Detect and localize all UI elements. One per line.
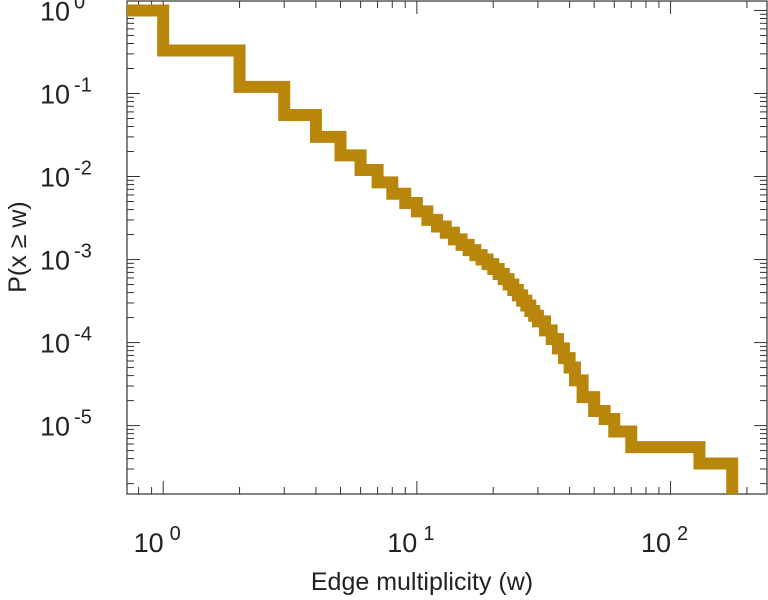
series-data-point: [631, 447, 632, 448]
y-tick-label: 10 -2: [40, 158, 92, 193]
y-tick-label: 10 -5: [40, 407, 92, 442]
series-data-point: [545, 330, 546, 331]
y-tick-base: 10: [40, 412, 70, 442]
series-data-point: [582, 397, 583, 398]
series-data-point: [405, 202, 406, 203]
plot-frame: [126, 0, 768, 495]
x-tick-label: 10 1: [387, 523, 434, 558]
y-tick-base: 10: [40, 0, 70, 26]
series-layer: [127, 4, 739, 494]
series-data-point: [481, 259, 482, 260]
series-data-point: [604, 419, 605, 420]
series-data-point: [475, 255, 476, 256]
x-tick-exponent: 0: [170, 523, 181, 545]
y-tick-exponent: -4: [74, 324, 92, 346]
y-tick-label: 10 0: [40, 0, 85, 26]
x-tick-base: 10: [387, 528, 417, 558]
series-data-point: [537, 321, 538, 322]
y-tick-exponent: -5: [74, 407, 92, 429]
series-data-point: [493, 268, 494, 269]
series-data-point: [163, 50, 164, 51]
series-data-point: [377, 182, 378, 183]
series-data-point: [487, 264, 488, 265]
x-tick-base: 10: [134, 528, 164, 558]
series-data-point: [436, 226, 437, 227]
series-data-point: [284, 115, 285, 116]
y-axis-label: P(x ≥ w): [4, 201, 32, 293]
y-tick-base: 10: [40, 79, 70, 109]
y-tick-base: 10: [40, 329, 70, 359]
x-tick-base: 10: [641, 528, 671, 558]
series-data-point: [614, 431, 615, 432]
series-data-point: [360, 169, 361, 170]
x-axis-label: Edge multiplicity (w): [311, 568, 533, 596]
series-data-point: [392, 193, 393, 194]
series-data-point: [416, 211, 417, 212]
series-step-line: [127, 4, 739, 494]
series-data-point: [503, 279, 504, 280]
tick-marks: [127, 1, 767, 494]
y-tick-exponent: 0: [74, 0, 85, 13]
series-data-point: [526, 305, 527, 306]
y-tick-label: 10 -3: [40, 241, 92, 276]
series-data-point: [340, 155, 341, 156]
series-data-point: [513, 289, 514, 290]
series-data-point: [453, 239, 454, 240]
y-tick-exponent: -3: [74, 241, 92, 263]
x-tick-label: 10 0: [134, 523, 181, 558]
x-tick-exponent: 1: [423, 523, 434, 545]
tick-labels: 10 0 10 1 10 210 010 -110 -210 -310 -410 -5: [40, 0, 688, 558]
y-tick-label: 10 -1: [40, 74, 92, 109]
series-data-point: [534, 315, 535, 316]
x-tick-label: 10 2: [641, 523, 688, 558]
y-tick-base: 10: [40, 246, 70, 276]
series-data-point: [498, 273, 499, 274]
series-data-point: [461, 244, 462, 245]
series-data-point: [563, 358, 564, 359]
series-data-point: [594, 410, 595, 411]
series-data-point: [517, 295, 518, 296]
series-data-point: [574, 380, 575, 381]
series-data-point: [732, 487, 733, 488]
series-data-point: [557, 348, 558, 349]
series-data-point: [508, 284, 509, 285]
y-tick-exponent: -2: [74, 158, 92, 180]
x-tick-exponent: 2: [677, 523, 688, 545]
series-data-point: [427, 219, 428, 220]
series-data-point: [315, 136, 316, 137]
series-data-point: [239, 86, 240, 87]
series-data-point: [522, 300, 523, 301]
y-tick-label: 10 -4: [40, 324, 92, 359]
series-data-point: [468, 250, 469, 251]
series-data-point: [699, 463, 700, 464]
y-tick-base: 10: [40, 163, 70, 193]
series-data-point: [569, 367, 570, 368]
series-data-point: [551, 339, 552, 340]
series-data-point: [530, 310, 531, 311]
series-data-point: [445, 232, 446, 233]
y-tick-exponent: -1: [74, 74, 92, 96]
